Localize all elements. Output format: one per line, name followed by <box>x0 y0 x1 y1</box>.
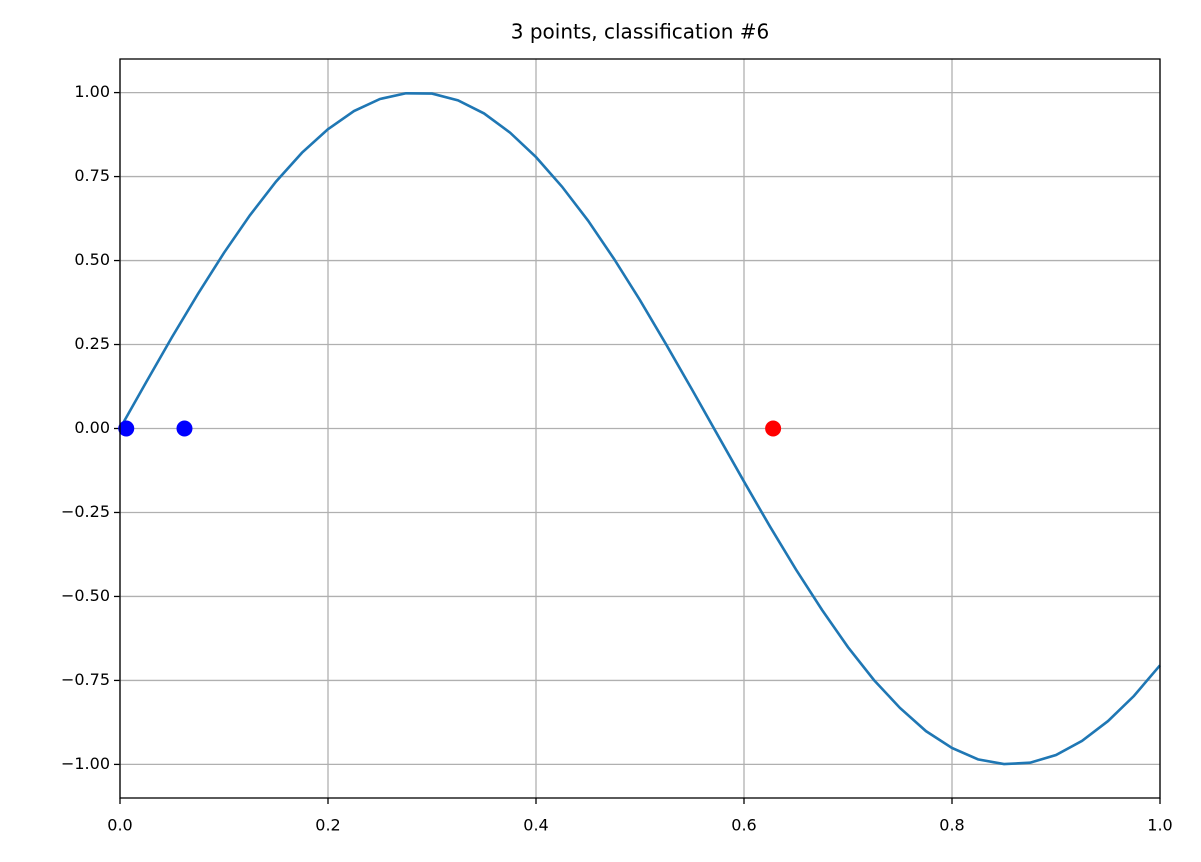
point <box>118 420 135 437</box>
x-tick-label: 0.2 <box>315 816 340 835</box>
x-tick-label: 1.0 <box>1147 816 1172 835</box>
y-tick-label: 0.50 <box>74 250 110 269</box>
line <box>118 91 1161 766</box>
x-tick-label: 0.0 <box>107 816 132 835</box>
y-tick-label: 1.00 <box>74 82 110 101</box>
y-tick-label: 0.25 <box>74 334 110 353</box>
y-tick-label: −0.50 <box>61 586 110 605</box>
point <box>176 420 193 437</box>
point <box>765 420 782 437</box>
y-tick-label: −1.00 <box>61 754 110 773</box>
plot-frame <box>119 58 1161 799</box>
y-tick-label: −0.75 <box>61 670 110 689</box>
y-tick-label: −0.25 <box>61 502 110 521</box>
y-tick-label: 0.00 <box>74 418 110 437</box>
chart-title: 3 points, classification #6 <box>511 20 769 44</box>
x-tick-label: 0.4 <box>523 816 548 835</box>
x-tick-label: 0.8 <box>939 816 964 835</box>
y-tick-label: 0.75 <box>74 166 110 185</box>
x-tick-label: 0.6 <box>731 816 756 835</box>
